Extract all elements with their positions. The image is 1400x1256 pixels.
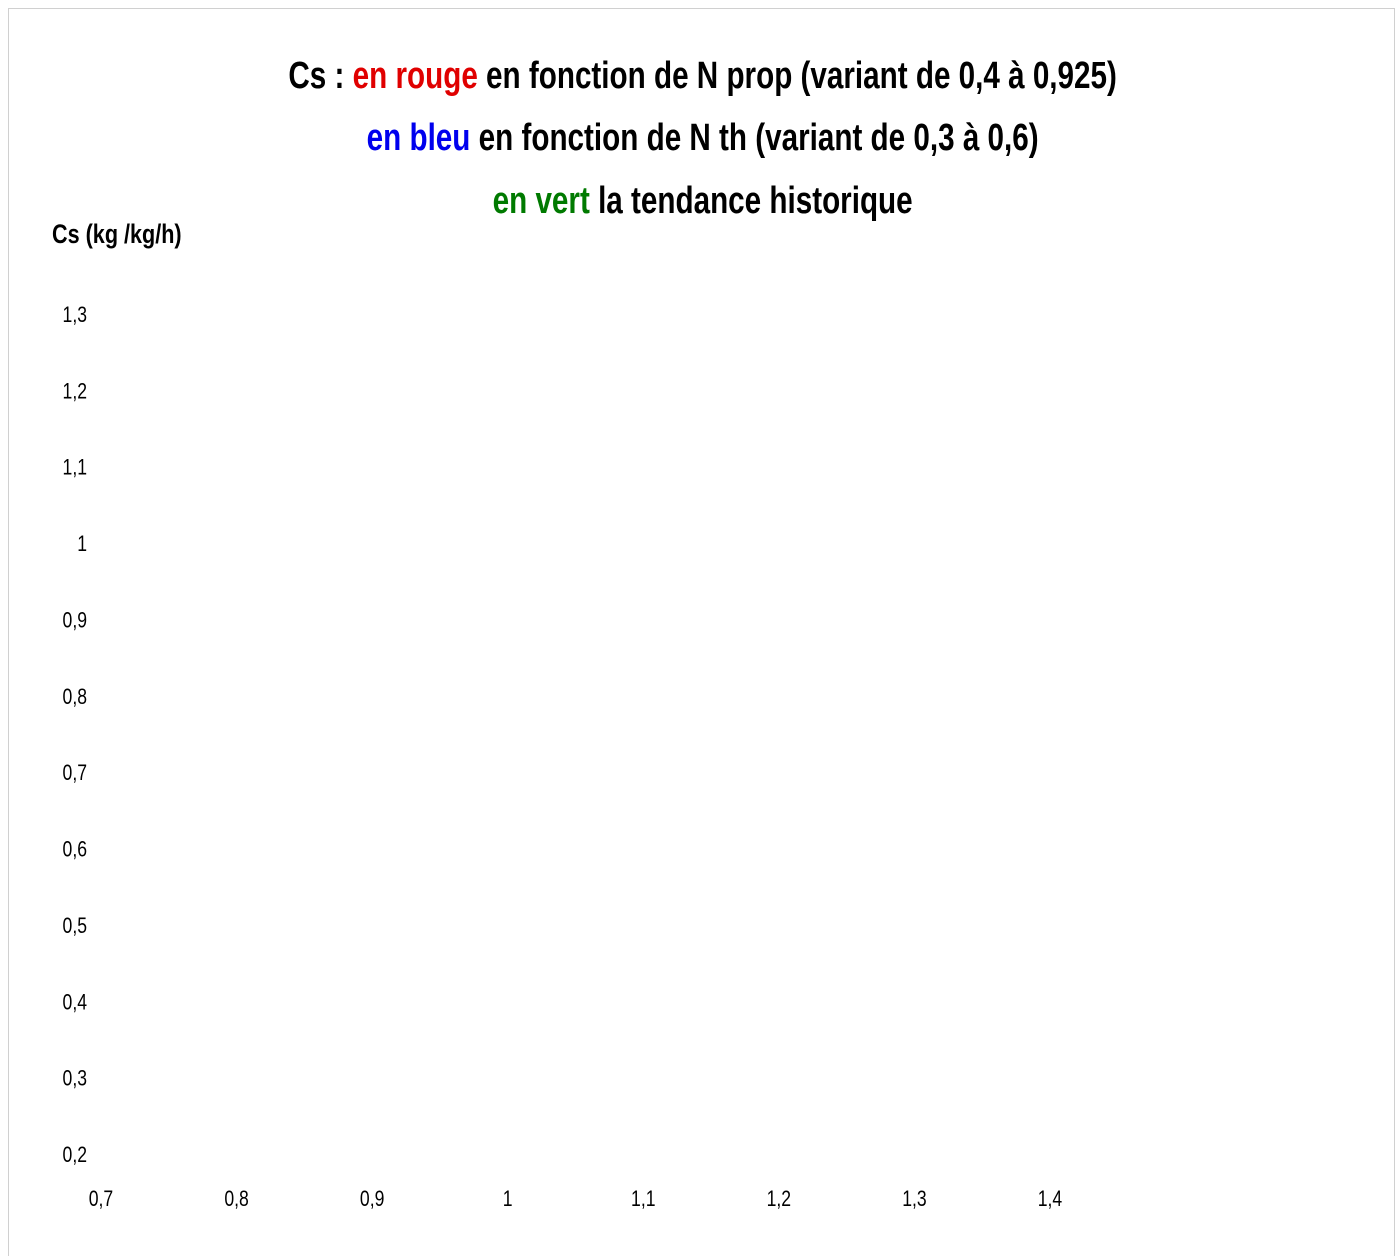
chart-title-segment: Cs : bbox=[288, 55, 353, 97]
chart-frame bbox=[8, 8, 1395, 1256]
x-tick-label: 1 bbox=[503, 1187, 513, 1211]
chart-title-line-3: en vert la tendance historique bbox=[157, 178, 1249, 224]
chart-title-segment: en vert bbox=[492, 180, 590, 222]
x-tick-label: 1,1 bbox=[631, 1187, 655, 1211]
chart-title-segment: en fonction de N prop (variant de 0,4 à … bbox=[477, 55, 1117, 97]
x-tick-label: 0,9 bbox=[360, 1187, 384, 1211]
y-tick-label: 1,1 bbox=[63, 456, 87, 480]
y-tick-label: 1,3 bbox=[63, 303, 87, 327]
y-tick-label: 0,6 bbox=[63, 838, 87, 862]
y-tick-label: 0,2 bbox=[63, 1143, 87, 1167]
y-tick-label: 1 bbox=[77, 532, 87, 556]
chart-title-segment: en rouge bbox=[352, 55, 478, 97]
y-tick-label: 0,4 bbox=[63, 990, 87, 1014]
chart-title-segment: la tendance historique bbox=[589, 180, 913, 222]
x-tick-label: 0,7 bbox=[89, 1187, 113, 1211]
x-tick-label: 1,2 bbox=[767, 1187, 791, 1211]
y-tick-label: 0,9 bbox=[63, 609, 87, 633]
y-tick-label: 1,2 bbox=[63, 380, 87, 404]
x-axis-ticks: 0,7 0,8 0,9 1 1,1 1,2 1,3 1,4 bbox=[89, 1187, 1062, 1211]
x-tick-label: 1,4 bbox=[1038, 1187, 1062, 1211]
y-tick-label: 0,5 bbox=[63, 914, 87, 938]
y-axis-ticks: 1,3 1,2 1,1 1 0,9 0,8 0,7 0,6 0,5 0,4 0,3 0,2 bbox=[63, 303, 87, 1167]
chart-title-segment: en fonction de N th (variant de 0,3 à 0,… bbox=[470, 117, 1039, 159]
x-tick-label: 1,3 bbox=[902, 1187, 926, 1211]
y-tick-label: 0,8 bbox=[63, 685, 87, 709]
chart-title-line-1: Cs : en rouge en fonction de N prop (var… bbox=[157, 53, 1249, 99]
y-tick-label: 0,3 bbox=[63, 1067, 87, 1091]
y-tick-label: 0,7 bbox=[63, 761, 87, 785]
x-tick-label: 0,8 bbox=[224, 1187, 248, 1211]
chart-title-line-2: en bleu en fonction de N th (variant de … bbox=[157, 115, 1249, 161]
y-axis-label: Cs (kg /kg/h) bbox=[52, 219, 182, 249]
chart-title-segment: en bleu bbox=[366, 117, 471, 159]
